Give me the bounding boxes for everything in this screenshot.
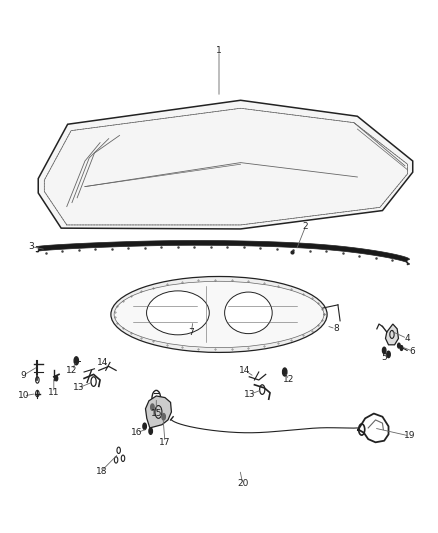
Text: 2: 2 (303, 222, 308, 231)
Text: 7: 7 (188, 328, 194, 336)
Circle shape (162, 414, 166, 420)
Polygon shape (385, 324, 399, 345)
Ellipse shape (225, 292, 272, 334)
Text: 9: 9 (21, 370, 26, 379)
Text: 13: 13 (73, 383, 84, 392)
Circle shape (155, 414, 158, 418)
Text: 19: 19 (403, 431, 415, 440)
Circle shape (387, 351, 390, 358)
Circle shape (151, 404, 154, 410)
Text: 1: 1 (216, 46, 222, 55)
Ellipse shape (111, 277, 327, 352)
Circle shape (398, 343, 400, 348)
Ellipse shape (147, 291, 209, 335)
Text: 20: 20 (237, 479, 248, 488)
Text: 16: 16 (131, 428, 143, 437)
Polygon shape (38, 100, 413, 229)
Text: 8: 8 (333, 325, 339, 333)
Text: 5: 5 (381, 353, 387, 362)
Text: 10: 10 (18, 391, 29, 400)
Text: 3: 3 (28, 242, 34, 251)
Polygon shape (36, 240, 410, 265)
Polygon shape (145, 396, 171, 428)
Circle shape (143, 423, 146, 430)
Circle shape (55, 376, 58, 381)
Text: 4: 4 (404, 334, 410, 343)
Circle shape (283, 368, 287, 376)
Text: 12: 12 (283, 375, 295, 384)
Circle shape (382, 347, 386, 353)
Text: 6: 6 (410, 346, 416, 356)
Text: 17: 17 (159, 438, 171, 447)
Text: 15: 15 (151, 409, 162, 418)
Circle shape (149, 428, 152, 434)
Text: 14: 14 (96, 358, 108, 367)
Text: 12: 12 (66, 366, 78, 375)
Text: 13: 13 (244, 390, 256, 399)
Circle shape (400, 345, 403, 350)
Text: 11: 11 (48, 388, 60, 397)
Text: 14: 14 (239, 366, 251, 375)
Circle shape (74, 357, 78, 365)
Text: 18: 18 (95, 466, 107, 475)
Ellipse shape (114, 281, 324, 348)
